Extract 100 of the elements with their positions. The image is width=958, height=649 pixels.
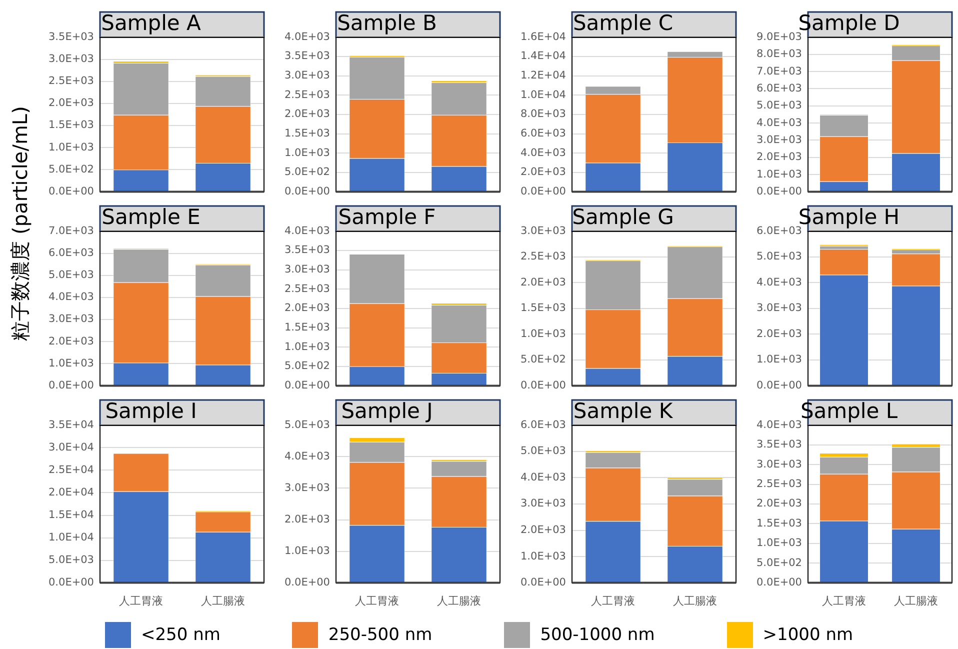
y-tick-label: 1.6E+04 — [520, 30, 566, 43]
y-tick-label: 8.0E+03 — [520, 108, 566, 120]
chart-title: Sample F — [338, 205, 436, 230]
y-tick-label: 3.0E+03 — [756, 302, 802, 314]
y-tick-label: 3.0E+03 — [48, 53, 94, 66]
y-tick-label: 1.0E+03 — [284, 146, 330, 159]
y-tick-label: 1.5E+03 — [48, 119, 94, 132]
y-tick-label: 1.5E+03 — [284, 321, 330, 334]
y-tick-label: 3.5E+04 — [48, 418, 94, 431]
y-tick-label: 1.5E+03 — [520, 302, 566, 314]
y-tick-label: 3.5E+03 — [48, 30, 94, 43]
chart-title: Sample J — [341, 399, 433, 424]
y-tick-label: 2.0E+03 — [284, 108, 330, 120]
y-tick-label: 0.0E+00 — [284, 576, 330, 589]
y-tick-label: 3.0E+03 — [756, 134, 802, 146]
y-tick-label: 2.0E+03 — [284, 302, 330, 314]
x-tick-label: 人工胃液 — [591, 594, 635, 608]
y-tick-label: 3.0E+03 — [756, 458, 802, 470]
y-tick-label: 1.4E+04 — [520, 50, 566, 62]
y-tick-label: 1.2E+04 — [520, 70, 566, 82]
y-tick-label: 3.0E+03 — [520, 224, 566, 237]
chart-title: Sample B — [337, 11, 437, 36]
y-tick-label: 2.0E+03 — [48, 97, 94, 110]
y-tick-label: 3.0E+03 — [284, 70, 330, 82]
y-tick-label: 1.5E+03 — [756, 517, 802, 530]
y-tick-label: 5.0E+02 — [284, 166, 330, 178]
y-tick-label: 3.0E+03 — [284, 482, 330, 494]
y-tick-label: 0.0E+00 — [48, 379, 94, 392]
y-tick-label: 4.0E+03 — [756, 418, 802, 431]
y-tick-label: 2.0E+03 — [520, 276, 566, 288]
y-tick-label: 1.0E+04 — [48, 532, 94, 544]
y-tick-label: 5.0E+02 — [284, 360, 330, 372]
y-tick-label: 7.0E+03 — [48, 224, 94, 237]
y-tick-label: 5.0E+02 — [520, 354, 566, 366]
y-tick-label: 2.0E+03 — [756, 151, 802, 164]
y-tick-label: 1.0E+03 — [48, 141, 94, 154]
y-tick-label: 5.0E+03 — [756, 250, 802, 263]
y-tick-label: 3.5E+03 — [284, 244, 330, 256]
y-tick-label: 2.5E+03 — [284, 282, 330, 295]
y-tick-label: 1.5E+04 — [48, 508, 94, 521]
x-tick-label: 人工胃液 — [119, 594, 163, 608]
y-axis-title: 粒子数濃度 (particle/mL) — [7, 106, 33, 340]
y-tick-label: 0.0E+00 — [284, 379, 330, 392]
chart-title: Sample I — [105, 399, 197, 424]
y-tick-label: 4.0E+03 — [284, 224, 330, 237]
y-tick-label: 4.0E+03 — [520, 146, 566, 159]
y-tick-label: 1.0E+03 — [756, 168, 802, 180]
y-tick-label: 5.0E+03 — [48, 554, 94, 566]
y-tick-label: 0.0E+00 — [756, 379, 802, 392]
y-tick-label: 3.5E+03 — [756, 438, 802, 451]
y-tick-label: 0.0E+00 — [756, 185, 802, 198]
y-tick-label: 5.0E+03 — [284, 418, 330, 431]
y-tick-label: 2.0E+03 — [756, 498, 802, 510]
chart-title: Sample G — [572, 205, 674, 230]
y-tick-label: 1.0E+03 — [756, 537, 802, 550]
chart-title: Sample C — [572, 11, 674, 36]
y-tick-label: 1.0E+03 — [48, 357, 94, 370]
y-tick-label: 2.0E+03 — [48, 335, 94, 348]
y-tick-label: 4.0E+03 — [48, 291, 94, 304]
y-tick-label: 9.0E+03 — [756, 30, 802, 43]
y-tick-label: 2.5E+03 — [48, 75, 94, 88]
legend-label: 250-500 nm — [328, 625, 432, 645]
y-tick-label: 6.0E+03 — [520, 127, 566, 140]
y-tick-label: 6.0E+03 — [756, 224, 802, 237]
y-tick-label: 2.0E+03 — [284, 513, 330, 526]
y-tick-label: 4.0E+03 — [756, 276, 802, 288]
y-tick-label: 2.0E+03 — [520, 166, 566, 178]
y-tick-label: 1.5E+03 — [284, 127, 330, 140]
x-tick-label: 人工胃液 — [355, 594, 399, 608]
chart-title: Sample A — [101, 11, 202, 36]
y-tick-label: 8.0E+03 — [756, 48, 802, 60]
y-tick-label: 3.0E+03 — [48, 313, 94, 326]
y-tick-label: 5.0E+03 — [48, 269, 94, 282]
y-tick-label: 6.0E+03 — [48, 247, 94, 260]
y-tick-label: 1.0E+03 — [284, 545, 330, 558]
y-tick-label: 1.0E+03 — [756, 354, 802, 366]
y-tick-label: 1.0E+04 — [520, 88, 566, 101]
x-tick-label: 人工腸液 — [894, 594, 938, 608]
y-tick-label: 2.0E+03 — [756, 328, 802, 340]
y-tick-label: 2.5E+04 — [48, 464, 94, 476]
y-tick-label: 2.0E+03 — [520, 524, 566, 536]
x-tick-label: 人工腸液 — [673, 594, 717, 608]
y-tick-label: 2.5E+03 — [756, 478, 802, 490]
y-tick-label: 5.0E+02 — [48, 163, 94, 176]
y-tick-label: 0.0E+00 — [48, 185, 94, 198]
y-tick-label: 4.0E+03 — [284, 450, 330, 462]
legend-label: <250 nm — [140, 625, 220, 645]
y-tick-label: 1.0E+03 — [284, 340, 330, 353]
y-tick-label: 7.0E+03 — [756, 65, 802, 78]
y-tick-label: 1.0E+03 — [520, 328, 566, 340]
legend-label: >1000 nm — [762, 625, 854, 645]
y-tick-label: 2.0E+04 — [48, 486, 94, 498]
y-tick-label: 5.0E+03 — [520, 445, 566, 458]
chart-title: Sample E — [102, 205, 200, 230]
y-tick-label: 6.0E+03 — [520, 418, 566, 431]
y-tick-label: 1.0E+03 — [520, 550, 566, 562]
y-tick-label: 3.0E+03 — [284, 264, 330, 276]
y-tick-label: 2.5E+03 — [520, 250, 566, 263]
y-tick-label: 0.0E+00 — [48, 576, 94, 589]
y-tick-label: 4.0E+03 — [284, 30, 330, 43]
